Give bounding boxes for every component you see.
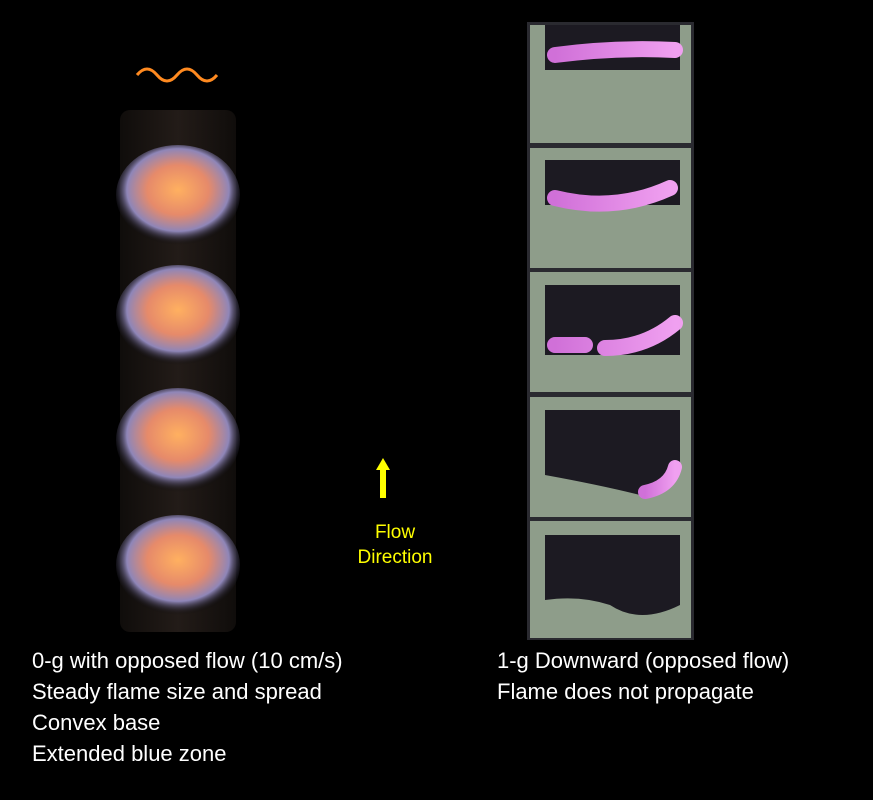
- slide: FlowDirection 0-g with opposed flow (10 …: [0, 0, 873, 800]
- left-caption: 0-g with opposed flow (10 cm/s)Steady fl…: [32, 645, 343, 769]
- text-line: Direction: [340, 545, 450, 570]
- text-line: Flame does not propagate: [497, 676, 789, 707]
- right-image: [527, 22, 694, 640]
- text-line: 0-g with opposed flow (10 cm/s): [32, 645, 343, 676]
- text-line: Steady flame size and spread: [32, 676, 343, 707]
- text-line: 1-g Downward (opposed flow): [497, 645, 789, 676]
- text-line: Extended blue zone: [32, 738, 343, 769]
- right-caption: 1-g Downward (opposed flow)Flame does no…: [497, 645, 789, 707]
- text-line: Convex base: [32, 707, 343, 738]
- text-line: Flow: [340, 520, 450, 545]
- left-image: [116, 69, 240, 632]
- flow-arrow: [376, 458, 390, 498]
